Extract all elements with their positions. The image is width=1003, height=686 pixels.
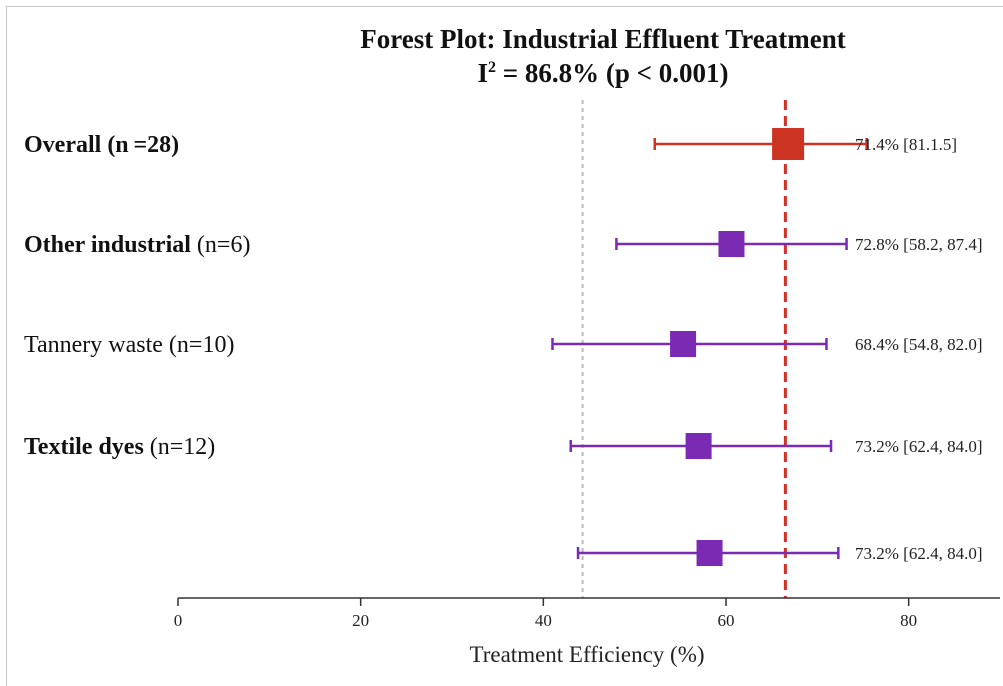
point-estimate (685, 433, 712, 459)
x-axis-label: Treatment Efficiency (%) (469, 642, 704, 667)
subtitle-suffix: = 86.8% (p < 0.001) (496, 58, 729, 88)
forest-row: Textile dyes (n=12) 73.2% [62.4, 84.0] (24, 433, 982, 460)
forest-row: 73.2% [62.4, 84.0] (576, 540, 982, 566)
ci-text: 73.2% [62.4, 84.0] (855, 437, 982, 456)
forest-row: Other industrial (n=6) 72.8% [58.2, 87.4] (24, 231, 982, 258)
forest-row: Tannery waste (n=10) 68.4% [54.8, 82.0] (24, 331, 982, 358)
row-label-count: Tannery waste (n=10) (24, 332, 234, 358)
row-label-count: (n=12) (144, 434, 216, 460)
point-estimate (718, 231, 745, 257)
ci-text: 73.2% [62.4, 84.0] (855, 544, 982, 563)
point-estimate (772, 128, 805, 160)
x-tick-label: 60 (718, 611, 735, 630)
row-label-count: (n =28) (101, 132, 179, 158)
x-tick-label: 0 (174, 611, 183, 630)
forest-row: Overall (n =28) 71.4% [81.1.5] (24, 128, 957, 160)
row-label-bold: Overall (24, 132, 102, 158)
point-estimate (670, 331, 697, 357)
row-label: Textile dyes (n=12) (24, 434, 215, 460)
subtitle-prefix: I (477, 58, 488, 88)
x-tick-label: 40 (535, 611, 552, 630)
ci-text: 72.8% [58.2, 87.4] (855, 235, 982, 254)
row-label-count: (n=6) (191, 232, 251, 258)
row-label: Other industrial (n=6) (24, 232, 250, 258)
point-estimate (696, 540, 723, 566)
x-tick-label: 20 (352, 611, 369, 630)
ci-text: 71.4% [81.1.5] (855, 135, 957, 154)
forest-plot: Forest Plot: Industrial Effluent Treatme… (24, 24, 1000, 667)
chart-frame (6, 6, 1003, 686)
chart-subtitle: I2 = 86.8% (p < 0.001) (477, 58, 728, 88)
row-label-bold: Textile dyes (24, 434, 144, 460)
x-tick-label: 80 (900, 611, 917, 630)
row-label: Overall (n =28) (24, 132, 179, 158)
row-label: Tannery waste (n=10) (24, 332, 234, 358)
chart-title: Forest Plot: Industrial Effluent Treatme… (360, 24, 845, 54)
ci-text: 68.4% [54.8, 82.0] (855, 335, 982, 354)
subtitle-superscript: 2 (488, 59, 496, 76)
row-label-bold: Other industrial (24, 232, 191, 258)
